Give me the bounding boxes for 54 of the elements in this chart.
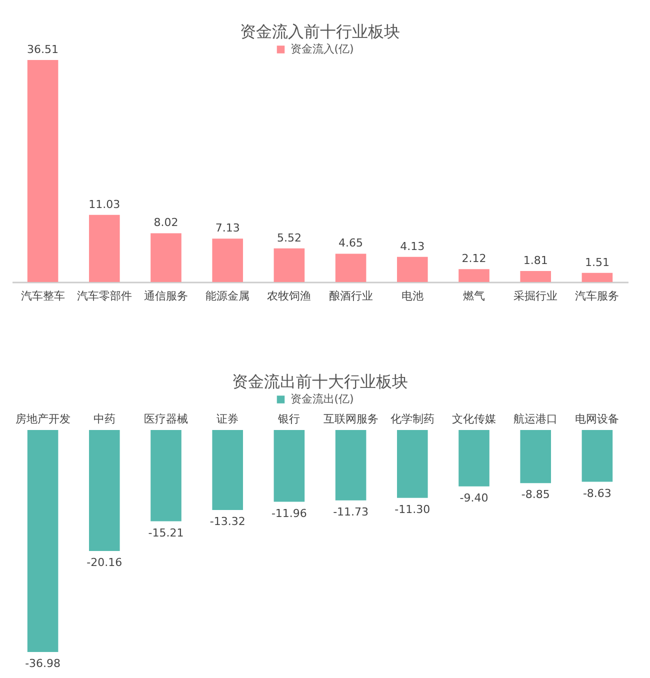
- bar: [150, 233, 182, 282]
- chart-title: 资金流入前十行业板块: [240, 22, 400, 41]
- bar: [397, 256, 428, 282]
- legend-label: 资金流入(亿): [290, 42, 354, 56]
- x-tick-label: 汽车零部件: [76, 290, 132, 302]
- data-label: -13.32: [210, 514, 246, 528]
- data-label: 7.13: [215, 222, 240, 235]
- bar: [335, 254, 366, 282]
- data-label: 5.52: [276, 231, 302, 244]
- data-label: 1.51: [584, 256, 610, 269]
- bar: [520, 270, 551, 282]
- data-label: 11.03: [88, 198, 120, 211]
- x-tick-label: 农牧饲渔: [267, 290, 312, 302]
- x-tick-label: 中药: [93, 412, 116, 426]
- data-label: -11.30: [394, 502, 430, 516]
- x-tick-label: 电池: [401, 290, 424, 302]
- legend-label: 资金流出(亿): [290, 392, 354, 406]
- x-tick-label: 文化传媒: [452, 412, 496, 426]
- bar: [27, 60, 58, 282]
- data-label: -11.96: [271, 506, 307, 520]
- bar: [89, 214, 120, 282]
- x-tick-label: 银行: [277, 412, 300, 426]
- x-tick-label: 能源金属: [206, 290, 250, 302]
- x-tick-label: 航运港口: [514, 412, 558, 426]
- x-tick-label: 房地产开发: [15, 412, 70, 426]
- x-tick-label: 汽车服务: [575, 290, 620, 302]
- data-label: -8.85: [521, 488, 550, 502]
- x-tick-label: 医疗器械: [144, 412, 188, 426]
- x-tick-label: 通信服务: [144, 290, 188, 302]
- data-label: 2.12: [462, 252, 486, 266]
- data-label: 4.13: [400, 240, 425, 253]
- data-label: -20.16: [86, 556, 122, 570]
- data-label: 36.51: [27, 43, 59, 56]
- data-label: -15.21: [148, 526, 184, 540]
- data-label: 4.65: [338, 236, 364, 250]
- data-label: -11.73: [333, 505, 369, 518]
- bar: [212, 238, 243, 282]
- data-label: -36.98: [25, 657, 61, 670]
- x-tick-label: 证券: [216, 412, 239, 426]
- x-tick-label: 酿酒行业: [328, 290, 373, 302]
- x-tick-label: 互联网服务: [323, 412, 378, 426]
- x-tick-label: 采掘行业: [514, 290, 558, 302]
- data-label: 1.81: [523, 254, 548, 267]
- x-tick-label: 燃气: [463, 290, 485, 302]
- data-label: 8.02: [154, 216, 178, 230]
- data-label: -8.63: [582, 486, 612, 500]
- data-label: -9.40: [460, 491, 488, 504]
- x-tick-label: 汽车整车: [20, 290, 65, 302]
- bar: [582, 272, 613, 282]
- x-tick-label: 电网设备: [575, 412, 620, 426]
- x-tick-label: 化学制药: [390, 412, 434, 426]
- bar: [458, 269, 490, 282]
- chart-title: 资金流出前十大行业板块: [232, 372, 408, 391]
- bar: [274, 248, 305, 282]
